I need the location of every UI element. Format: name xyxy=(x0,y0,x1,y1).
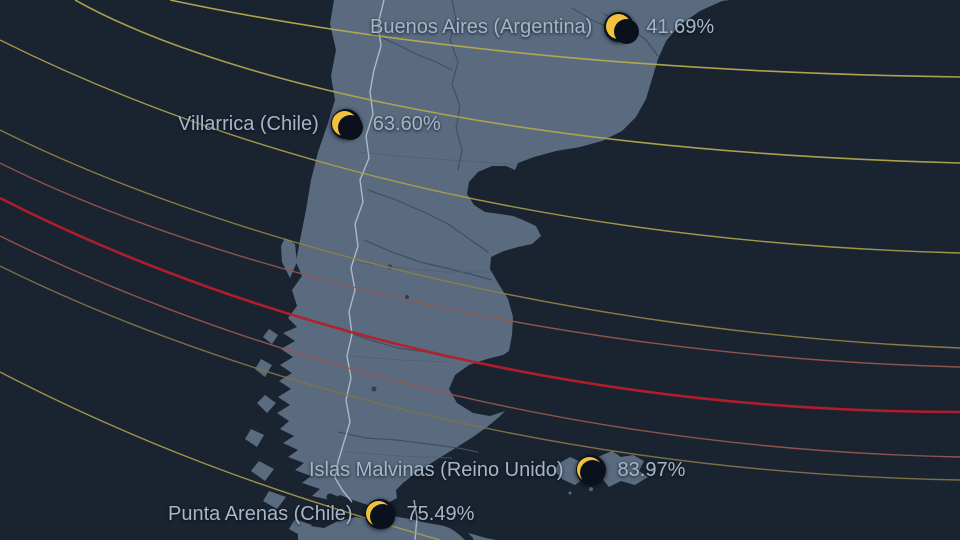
city-marker-buenos-aires[interactable]: Buenos Aires (Argentina) 41.69% xyxy=(370,12,715,44)
city-marker-villarrica[interactable]: Villarrica (Chile) 63.60% xyxy=(178,109,441,140)
islet xyxy=(589,487,593,491)
fjord-island xyxy=(245,429,264,447)
city-label: Punta Arenas (Chile) xyxy=(168,503,353,525)
eclipse-icon xyxy=(364,499,395,529)
contour-line-5 xyxy=(0,162,960,368)
eclipse-icon xyxy=(575,455,606,485)
city-label: Islas Malvinas (Reino Unido) xyxy=(309,459,564,481)
contour-line-8 xyxy=(0,265,960,481)
contour-line-2 xyxy=(74,0,960,164)
fjord-island xyxy=(255,359,272,377)
contour-line-7 xyxy=(0,235,960,458)
eclipse-icon xyxy=(330,109,363,140)
strait-of-magellan xyxy=(326,493,474,540)
coverage-percent: 83.97% xyxy=(617,459,686,481)
coverage-percent: 75.49% xyxy=(406,503,475,525)
mainland-argentina-chile xyxy=(277,0,730,507)
fjord-island xyxy=(257,395,276,413)
coverage-percent: 63.60% xyxy=(372,113,441,135)
islet xyxy=(651,468,655,472)
falkland-east-island xyxy=(595,451,648,487)
coverage-percent: 41.69% xyxy=(646,16,715,38)
city-marker-punta-arenas[interactable]: Punta Arenas (Chile) 75.49% xyxy=(168,499,474,529)
moon-disc xyxy=(579,460,605,485)
contour-line-3 xyxy=(0,39,960,254)
contour-line-1 xyxy=(169,0,960,78)
eclipse-icon xyxy=(604,12,639,44)
fjord-island xyxy=(263,491,286,509)
city-label: Buenos Aires (Argentina) xyxy=(370,16,593,38)
moon-disc xyxy=(337,114,363,140)
chiloe-island xyxy=(281,238,297,278)
contour-line-6-central xyxy=(0,196,960,414)
city-label: Villarrica (Chile) xyxy=(178,113,319,135)
moon-disc xyxy=(613,19,639,44)
moon-disc xyxy=(369,504,395,529)
fjord-island xyxy=(251,461,274,481)
coastal-islands xyxy=(245,238,655,540)
city-marker-islas-malvinas[interactable]: Islas Malvinas (Reino Unido) 83.97% xyxy=(309,455,685,485)
fjord-island xyxy=(263,329,278,344)
contour-line-4 xyxy=(0,129,960,349)
islet xyxy=(568,491,572,495)
